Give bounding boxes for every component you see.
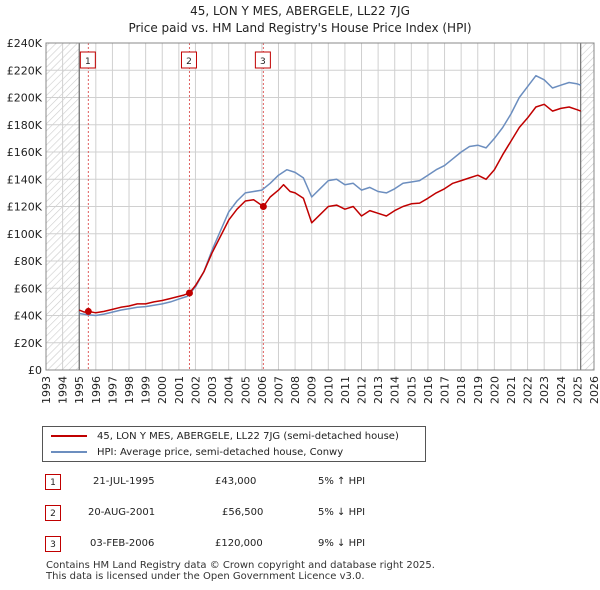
x-tick-label: 2006 [256,376,269,404]
transaction-date: 20-AUG-2001 [88,507,156,518]
x-tick-label: 2008 [289,376,302,404]
x-tick-label: 2005 [239,376,252,404]
x-tick-label: 2025 [571,376,584,404]
x-tick-label: 1994 [57,376,70,404]
y-tick-label: £160K [7,146,43,159]
footer: Contains HM Land Registry data © Crown c… [46,560,435,582]
x-tick-label: 2007 [272,376,285,404]
x-tick-label: 2023 [538,376,551,404]
hpi-line [79,74,581,317]
transaction-price: £120,000 [215,538,263,549]
x-tick-label: 2014 [389,376,402,404]
transaction-hpi: 5% ↑ HPI [318,476,366,487]
y-tick-label: £60K [14,282,43,295]
price-line [78,103,581,314]
sale-label: 2 [186,57,192,67]
x-tick-label: 1996 [90,376,103,404]
transaction-badge: 3 [45,536,61,552]
x-tick-label: 2015 [405,376,418,404]
x-tick-label: 2012 [356,376,369,404]
transaction-date: 21-JUL-1995 [93,476,155,487]
y-tick-label: £140K [7,173,43,186]
legend-item-price: 45, LON Y MES, ABERGELE, LL22 7JG (semi-… [51,429,399,445]
x-tick-label: 2000 [156,376,169,404]
x-tick-label: 1999 [140,376,153,404]
x-tick-label: 2001 [173,376,186,404]
x-tick-label: 2016 [422,376,435,404]
x-tick-label: 1995 [73,376,86,404]
x-tick-label: 1998 [123,376,136,404]
y-tick-label: £40K [14,310,43,323]
x-tick-label: 1993 [40,376,53,404]
x-tick-label: 2011 [339,376,352,404]
sale-label: 3 [260,57,266,67]
x-tick-label: 2004 [223,376,236,404]
x-tick-label: 2003 [206,376,219,404]
transaction-badge: 1 [45,474,61,490]
x-tick-label: 2022 [522,376,535,404]
price-chart: £0 £20K £40K £60K £80K £100K £120K £140K £160K £1… [7,37,600,404]
x-tick-label: 1997 [106,376,119,404]
legend-swatch-hpi [51,451,87,453]
y-tick-label: £20K [14,337,43,350]
sale-label: 1 [85,57,91,67]
sale-point [259,203,267,210]
transaction-hpi: 5% ↓ HPI [318,507,366,518]
chart-subtitle: Price paid vs. HM Land Registry's House … [128,21,472,35]
sale-point [185,289,193,297]
legend-item-hpi: HPI: Average price, semi-detached house,… [51,445,343,461]
sale-label-box [180,51,197,69]
sale-point [84,307,92,315]
y-tick-label: £0 [28,364,42,377]
sale-label-box [254,51,271,69]
x-tick-label: 2017 [439,376,452,404]
legend-label-price: 45, LON Y MES, ABERGELE, LL22 7JG (semi-… [97,431,399,442]
x-tick-label: 2026 [588,376,600,404]
chart-title: 45, LON Y MES, ABERGELE, LL22 7JG [190,4,410,18]
legend: 45, LON Y MES, ABERGELE, LL22 7JG (semi-… [42,426,426,462]
x-tick-label: 2024 [555,376,568,404]
y-tick-label: £80K [14,255,43,268]
x-tick-label: 2018 [455,376,468,404]
x-tick-label: 2019 [472,376,485,404]
x-tick-label: 2010 [322,376,335,404]
y-tick-label: £180K [7,119,43,132]
sale-label-box [79,51,96,69]
x-tick-label: 2002 [189,376,202,404]
transaction-hpi: 9% ↓ HPI [318,538,366,549]
x-tick-label: 2013 [372,376,385,404]
transaction-date: 03-FEB-2006 [90,538,155,549]
footer-licence: This data is licensed under the Open Gov… [46,571,365,582]
y-tick-label: £100K [7,228,43,241]
transaction-badge: 2 [45,505,61,521]
footer-copyright: Contains HM Land Registry data © Crown c… [46,560,435,571]
plot-border [45,42,595,371]
y-tick-label: £220K [7,64,43,77]
x-tick-label: 2020 [488,376,501,404]
y-tick-label: £120K [7,201,43,214]
x-tick-label: 2009 [306,376,319,404]
y-tick-label: £200K [7,92,43,105]
y-tick-label: £240K [7,37,43,50]
transaction-price: £56,500 [222,507,264,518]
x-tick-label: 2021 [505,376,518,404]
legend-swatch-price [51,435,87,437]
transaction-price: £43,000 [215,476,257,487]
legend-label-hpi: HPI: Average price, semi-detached house,… [97,447,344,458]
